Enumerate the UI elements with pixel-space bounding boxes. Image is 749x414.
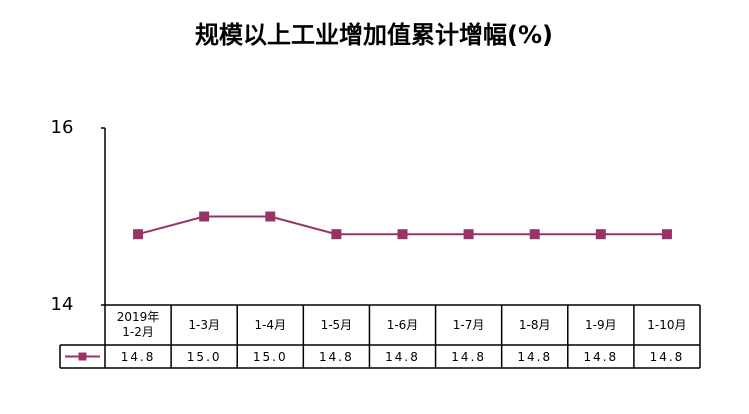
table-value: 14.8 (385, 350, 420, 364)
y-tick-label: 16 (51, 117, 74, 138)
marker (331, 229, 342, 240)
marker (595, 229, 606, 240)
table-value: 15.0 (187, 350, 222, 364)
x-tick-label: 1-7月 (452, 317, 485, 332)
marker (265, 211, 276, 222)
table-value: 14.8 (319, 350, 354, 364)
marker (199, 211, 210, 222)
x-tick-label: 1-5月 (320, 317, 353, 332)
table-value: 14.8 (583, 350, 618, 364)
marker (661, 229, 672, 240)
table-value: 14.8 (451, 350, 486, 364)
x-tick-label: 1-6月 (386, 317, 419, 332)
marker (397, 229, 408, 240)
marker (529, 229, 540, 240)
table-value: 14.8 (121, 350, 156, 364)
x-tick-label: 1-9月 (585, 317, 617, 332)
x-tick-label: 1-8月 (518, 317, 551, 332)
chart-title: 规模以上工业增加值累计增幅(%) (195, 21, 553, 49)
table-value: 15.0 (253, 350, 288, 364)
x-tick-label: 1-10月 (647, 317, 687, 332)
legend-marker (78, 352, 87, 361)
x-tick-label: 2019年 1-2月 (116, 310, 160, 339)
x-tick-label: 1-3月 (188, 317, 220, 332)
marker (133, 229, 144, 240)
marker (463, 229, 474, 240)
x-tick-label: 1-4月 (254, 317, 287, 332)
table-value: 14.8 (517, 350, 552, 364)
y-tick-label: 14 (51, 294, 74, 315)
table-value: 14.8 (650, 350, 685, 364)
